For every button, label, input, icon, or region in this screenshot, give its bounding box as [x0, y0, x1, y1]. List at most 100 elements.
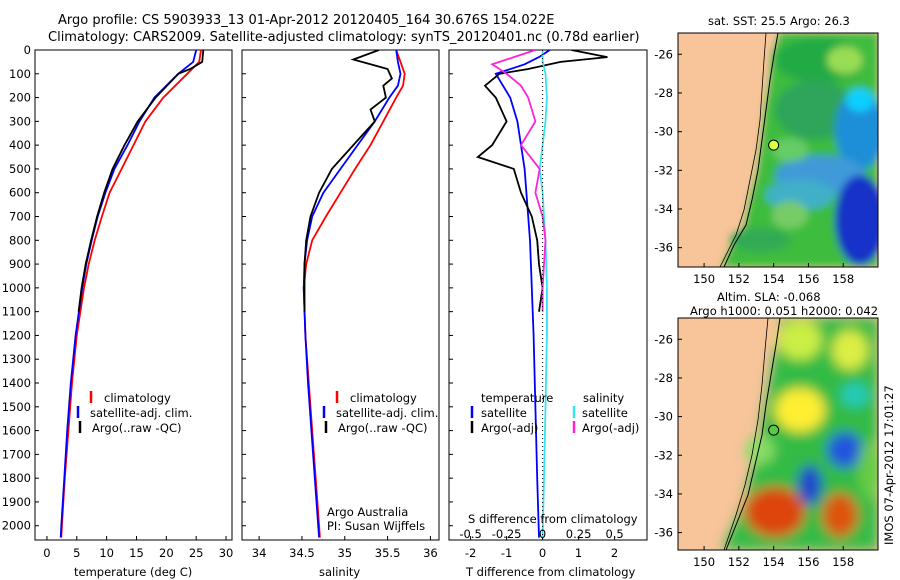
- temperature-plot-area: [34, 49, 233, 541]
- depth-tick-label: 1900: [2, 495, 31, 509]
- side-timestamp: IMOS 07-Apr-2012 17:01:27: [882, 385, 896, 545]
- series-line-t-argo-adj-: [475, 50, 608, 312]
- map-x-tick-label: 158: [832, 272, 854, 286]
- depth-tick-label: 300: [9, 114, 31, 128]
- map-x-tick-label: 150: [693, 272, 715, 286]
- sla-argo-marker: [768, 424, 780, 436]
- x-tick-label: 30: [219, 546, 234, 560]
- depth-axis-ticks: 0 100 200 300 400 500 600 700 800 900 1000 1100 1200…: [2, 43, 453, 533]
- series-line-argo-raw-qc-: [77, 50, 205, 312]
- sst-map-title: sat. SST: 25.5 Argo: 26.3: [708, 14, 850, 28]
- x2-tick-label: 0: [539, 527, 546, 541]
- x-tick-label: 35.5: [375, 546, 401, 560]
- legend-heading-salinity: salinity: [583, 391, 624, 405]
- temperature-legend: climatology satellite-adj. clim. Argo(..…: [76, 391, 192, 435]
- x-tick-label: 10: [99, 546, 114, 560]
- map-y-tick-label: -36: [654, 526, 673, 540]
- depth-tick-label: 0: [24, 43, 31, 57]
- map-x-tick-label: 150: [693, 555, 715, 569]
- map-x-tick-label: 152: [728, 555, 750, 569]
- sla-map-title-1: Altim. SLA: -0.068: [717, 290, 821, 304]
- depth-tick-label: 1200: [2, 328, 31, 342]
- difference-legend: temperature salinity satellite Argo(-adj…: [470, 391, 639, 435]
- map-y-tick-label: -28: [654, 371, 673, 385]
- depth-tick-label: 800: [9, 233, 31, 247]
- x2-tick-label: 0.25: [566, 527, 592, 541]
- legend-t-satellite: satellite: [481, 406, 527, 420]
- depth-tick-label: 200: [9, 91, 31, 105]
- map-y-tick-label: -32: [654, 163, 673, 177]
- series-group: [475, 50, 608, 538]
- series-line-satellite-adj-clim-: [302, 50, 402, 538]
- salinity-legend: climatology satellite-adj. clim. Argo(..…: [322, 391, 438, 435]
- map-y-tick-label: -36: [654, 241, 673, 255]
- difference-plot-area: [448, 49, 648, 541]
- series-line-argo-raw-qc-: [303, 50, 394, 312]
- x-tick-label: 36: [423, 546, 438, 560]
- legend-s-argo: Argo(-adj): [582, 421, 639, 435]
- legend-satellite: satellite-adj. clim.: [336, 406, 438, 420]
- x-tick-label: 34: [252, 546, 267, 560]
- map-y-tick-label: -34: [654, 487, 673, 501]
- temperature-xlabel: temperature (deg C): [74, 565, 192, 579]
- sla-map-frame: [677, 317, 879, 551]
- legend-satellite: satellite-adj. clim.: [90, 406, 192, 420]
- x2-tick-label: 0.5: [605, 527, 623, 541]
- depth-tick-label: 600: [9, 186, 31, 200]
- legend-climatology: climatology: [104, 391, 171, 405]
- series-line-climatology: [60, 50, 202, 538]
- x-tick-label: -2: [465, 546, 476, 560]
- sst-argo-marker: [768, 139, 780, 151]
- series-group: [59, 50, 205, 538]
- x-tick-label: -1: [501, 546, 512, 560]
- sst-map-axis: 150 152 154 156 158 -26 -28 -30 -32 -34 -36: [654, 47, 854, 286]
- x-tick-label: 0: [43, 546, 50, 560]
- depth-tick-label: 1400: [2, 376, 31, 390]
- depth-tick-label: 1500: [2, 400, 31, 414]
- x-tick-label: 34.5: [289, 546, 315, 560]
- map-x-tick-label: 154: [763, 555, 785, 569]
- x-tick-label: 15: [129, 546, 144, 560]
- map-y-tick-label: -32: [654, 448, 673, 462]
- x-tick-label: 20: [159, 546, 174, 560]
- header-line2: Climatology: CARS2009. Satellite-adjuste…: [48, 30, 640, 45]
- depth-tick-label: 1700: [2, 447, 31, 461]
- series-group: [302, 50, 406, 538]
- x-tick-label: 5: [73, 546, 80, 560]
- legend-heading-temperature: temperature: [481, 391, 553, 405]
- series-line-s-satellite: [538, 50, 548, 538]
- salinity-plot-area: [241, 49, 440, 541]
- map-y-tick-label: -26: [654, 332, 673, 346]
- x-tick-label: 35: [337, 546, 352, 560]
- difference-panel: -2 -1 0 1 2 -0.5 -0.25 0 0.25 0.5: [459, 50, 624, 560]
- map-x-tick-label: 154: [763, 272, 785, 286]
- series-line-climatology: [302, 50, 406, 538]
- sla-map-title-2: Argo h1000: 0.051 h2000: 0.042: [690, 304, 878, 318]
- map-y-tick-label: -28: [654, 86, 673, 100]
- map-x-tick-label: 152: [728, 272, 750, 286]
- x-tick-label: 2: [611, 546, 618, 560]
- series-line-s-argo-adj-: [490, 50, 547, 312]
- map-y-tick-label: -30: [654, 125, 673, 139]
- legend-s-satellite: satellite: [582, 406, 628, 420]
- x-tick-label: 1: [575, 546, 582, 560]
- x2-tick-label: -0.25: [492, 527, 522, 541]
- legend-climatology: climatology: [350, 391, 417, 405]
- pi-label: PI: Susan Wijffels: [327, 519, 425, 533]
- depth-tick-label: 1100: [2, 305, 31, 319]
- depth-tick-label: 900: [9, 257, 31, 271]
- map-x-tick-label: 158: [832, 555, 854, 569]
- sst-map: [678, 33, 878, 267]
- sst-map-frame: [677, 32, 879, 268]
- map-y-tick-label: -34: [654, 202, 673, 216]
- x2-tick-label: -0.5: [459, 527, 481, 541]
- map-x-tick-label: 156: [797, 272, 819, 286]
- map-x-tick-label: 156: [797, 555, 819, 569]
- x-tick-label: 0: [539, 546, 546, 560]
- depth-tick-label: 1600: [2, 424, 31, 438]
- map-y-tick-label: -26: [654, 47, 673, 61]
- depth-tick-label: 1300: [2, 352, 31, 366]
- argo-australia-label: Argo Australia: [327, 505, 408, 519]
- depth-tick-label: 1000: [2, 281, 31, 295]
